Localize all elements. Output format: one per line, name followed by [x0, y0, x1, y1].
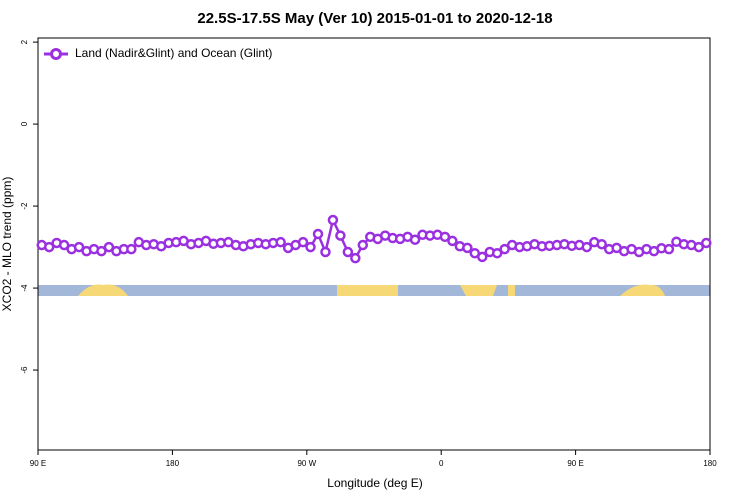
y-tick-label: 2 — [20, 39, 29, 44]
data-point — [462, 242, 473, 254]
data-point — [73, 241, 85, 253]
data-point — [357, 239, 369, 251]
data-point — [350, 252, 361, 264]
data-point — [305, 241, 316, 253]
data-point — [103, 241, 115, 253]
y-tick-label: -4 — [20, 284, 29, 292]
y-tick-label: -6 — [20, 366, 29, 374]
data-point — [312, 228, 324, 240]
data-point — [693, 241, 705, 253]
data-point — [335, 230, 346, 241]
data-point — [701, 237, 712, 249]
x-tick-label: 90 W — [297, 459, 316, 468]
legend-label: Land (Nadir&Glint) and Ocean (Glint) — [75, 46, 272, 60]
data-point — [596, 238, 607, 250]
legend-marker — [50, 48, 62, 60]
data-point — [58, 239, 70, 251]
x-tick-label: 90 E — [567, 459, 583, 468]
data-point — [275, 236, 286, 248]
data-point — [477, 251, 488, 263]
data-point — [491, 247, 503, 259]
data-point — [320, 246, 331, 258]
data-point — [96, 245, 107, 257]
data-point — [439, 231, 451, 243]
land-ocean-strip — [38, 284, 710, 296]
data-point — [126, 243, 137, 255]
data-point — [499, 243, 510, 255]
y-tick-label: -2 — [20, 202, 29, 210]
data-point — [663, 243, 675, 255]
data-point — [327, 214, 339, 226]
chart-title: 22.5S-17.5S May (Ver 10) 2015-01-01 to 2… — [197, 10, 552, 27]
data-point — [342, 246, 354, 258]
data-point — [43, 241, 55, 253]
legend: Land (Nadir&Glint) and Ocean (Glint) — [44, 46, 272, 60]
data-point — [297, 236, 309, 248]
y-axis-label: XCO2 - MLO trend (ppm) — [0, 177, 14, 312]
data-point — [447, 235, 458, 247]
data-point — [409, 234, 421, 245]
y-tick-label: 0 — [20, 121, 29, 126]
x-tick-label: 180 — [703, 459, 717, 468]
x-axis-label: Longitude (deg E) — [327, 476, 422, 490]
data-point — [581, 241, 593, 253]
x-tick-label: 90 E — [30, 459, 46, 468]
x-tick-label: 180 — [166, 459, 180, 468]
x-tick-label: 0 — [439, 459, 444, 468]
